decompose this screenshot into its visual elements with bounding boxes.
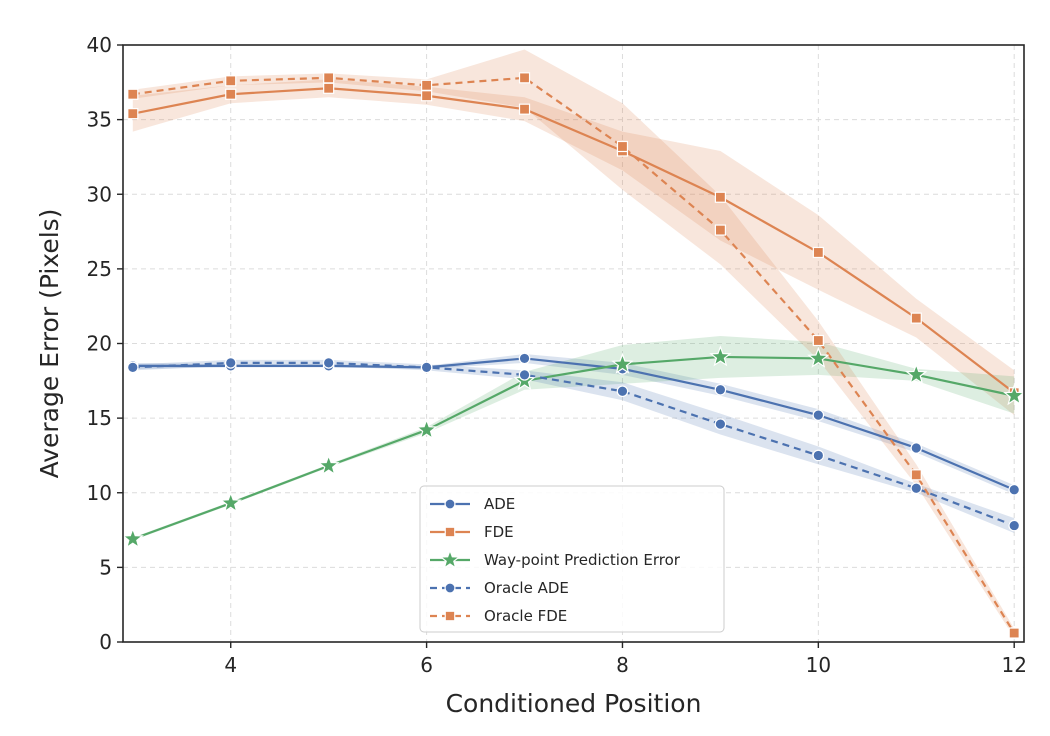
legend-way-point-prediction-error-label: Way-point Prediction Error [484, 551, 681, 569]
y-axis-title: Average Error (Pixels) [35, 209, 64, 479]
legend: ADE FDE Way-point Prediction Error Oracle A… [419, 485, 725, 633]
series-lines [132, 76, 1016, 634]
fde-band [132, 79, 1015, 416]
way-point-prediction-error-line [132, 355, 1015, 541]
fde-point [518, 103, 531, 115]
way-point-prediction-error-point [905, 363, 928, 385]
fde-point [714, 191, 727, 203]
oracle-ade-point [616, 385, 629, 398]
ade-band [132, 353, 1015, 495]
oracle-fde-line [132, 76, 1016, 634]
way-point-prediction-error-point [1003, 384, 1026, 406]
legend-ade-marker [444, 498, 456, 510]
y-tick-label: 5 [99, 555, 112, 579]
oracle-fde-point [714, 224, 727, 236]
legend-ade-label: ADE [484, 495, 515, 513]
y-tick-label: 35 [87, 108, 112, 132]
ade-point [910, 442, 923, 454]
fde-point [420, 90, 433, 102]
ade-point [518, 352, 531, 365]
oracle-ade-point [322, 357, 335, 369]
oracle-fde-point [910, 469, 922, 481]
oracle-fde-point [127, 88, 139, 100]
legend-oracle-fde-marker [444, 610, 456, 622]
x-tick-label: 4 [224, 653, 237, 677]
way-point-prediction-error-point [807, 346, 830, 368]
legend-oracle-fde-label: Oracle FDE [484, 607, 567, 625]
fde-point [910, 312, 922, 324]
oracle-ade-line [132, 361, 1015, 527]
oracle-ade-point [126, 361, 139, 374]
oracle-fde-point [518, 72, 531, 84]
oracle-fde-point [323, 72, 335, 84]
legend-way-point-prediction-error-marker [439, 548, 461, 570]
y-tick-label: 0 [99, 630, 112, 654]
legend-box [419, 485, 725, 633]
x-tick-label: 6 [420, 653, 433, 677]
ade-point [1008, 483, 1021, 496]
x-tick-label: 12 [1001, 653, 1026, 677]
y-tick-label: 25 [87, 257, 112, 281]
y-tick-label: 40 [87, 33, 112, 57]
legend-oracle-ade-label: Oracle ADE [484, 579, 569, 597]
x-tick-label: 8 [616, 653, 629, 677]
fde-line [132, 87, 1015, 394]
y-tick-label: 20 [87, 332, 112, 356]
y-tick-label: 30 [87, 182, 112, 206]
oracle-ade-point [224, 357, 237, 369]
way-point-prediction-error-band [132, 336, 1015, 541]
ade-point [714, 383, 727, 396]
fde-point [225, 88, 237, 100]
oracle-fde-point [616, 140, 629, 153]
fde-point [127, 108, 139, 120]
oracle-ade-point [910, 482, 923, 495]
way-point-prediction-error-point [219, 491, 242, 513]
confidence-bands [132, 49, 1015, 638]
y-tick-label: 10 [87, 481, 112, 505]
way-point-prediction-error-point [611, 352, 634, 374]
ade-point [812, 409, 825, 421]
oracle-ade-point [714, 418, 727, 430]
ade-line [132, 357, 1015, 491]
fde-point [323, 82, 335, 94]
way-point-prediction-error-point [317, 454, 340, 476]
legend-fde-marker [444, 526, 456, 538]
legend-oracle-ade-marker [444, 582, 456, 594]
oracle-fde-point [812, 334, 824, 347]
way-point-prediction-error-point [709, 345, 732, 367]
y-tick-label: 15 [87, 406, 112, 430]
oracle-fde-point [1008, 627, 1020, 639]
axis-ticks: 4 6 8 10 12 0 5 10 15 20 25 30 35 40 [87, 33, 1027, 677]
way-point-prediction-error-point [415, 418, 438, 440]
oracle-ade-point [420, 361, 433, 374]
oracle-fde-point [420, 79, 433, 91]
oracle-ade-point [812, 449, 825, 462]
fde-point [812, 246, 824, 259]
series-markers [121, 72, 1026, 639]
oracle-fde-point [225, 75, 237, 87]
x-tick-label: 10 [806, 653, 831, 677]
x-axis-title: Conditioned Position [446, 689, 702, 718]
oracle-ade-point [518, 369, 531, 381]
oracle-ade-point [1008, 519, 1021, 532]
way-point-prediction-error-point [121, 527, 144, 549]
legend-fde-label: FDE [484, 523, 514, 541]
